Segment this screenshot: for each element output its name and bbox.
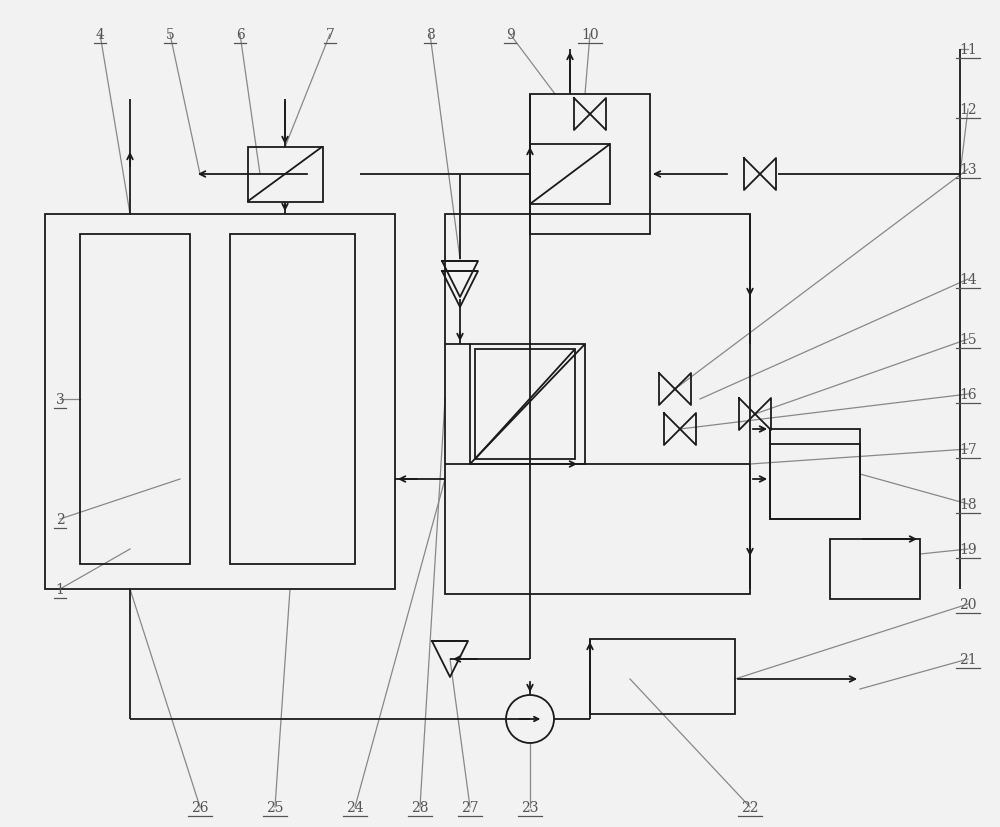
Text: 10: 10	[581, 28, 599, 42]
Bar	[530, 145, 610, 205]
Text: 21: 21	[959, 653, 977, 667]
Text: 24: 24	[346, 800, 364, 814]
Text: 4: 4	[96, 28, 104, 42]
Bar	[445, 215, 750, 595]
Bar	[830, 539, 920, 600]
Text: 9: 9	[506, 28, 514, 42]
Text: 15: 15	[959, 332, 977, 347]
Text: 26: 26	[191, 800, 209, 814]
Text: 12: 12	[959, 103, 977, 117]
Text: 28: 28	[411, 800, 429, 814]
Bar	[45, 215, 395, 590]
Bar	[80, 235, 190, 564]
Text: 6: 6	[236, 28, 244, 42]
Text: 19: 19	[959, 543, 977, 557]
Bar	[770, 444, 860, 519]
Text: 5: 5	[166, 28, 174, 42]
Text: 18: 18	[959, 497, 977, 511]
Text: 8: 8	[426, 28, 434, 42]
Text: 1: 1	[56, 582, 64, 596]
Text: 23: 23	[521, 800, 539, 814]
Bar	[530, 95, 650, 235]
Text: 22: 22	[741, 800, 759, 814]
Bar	[248, 147, 323, 203]
Bar	[590, 639, 735, 715]
Text: 27: 27	[461, 800, 479, 814]
Text: 7: 7	[326, 28, 334, 42]
Text: 17: 17	[959, 442, 977, 457]
Text: 2: 2	[56, 513, 64, 526]
Text: 16: 16	[959, 388, 977, 402]
Bar	[230, 235, 355, 564]
Bar	[470, 345, 585, 465]
Text: 3: 3	[56, 393, 64, 407]
Text: 11: 11	[959, 43, 977, 57]
Text: 25: 25	[266, 800, 284, 814]
Text: 14: 14	[959, 273, 977, 287]
Text: 20: 20	[959, 597, 977, 611]
Text: 13: 13	[959, 163, 977, 177]
Bar	[475, 350, 575, 460]
Bar	[770, 429, 860, 519]
